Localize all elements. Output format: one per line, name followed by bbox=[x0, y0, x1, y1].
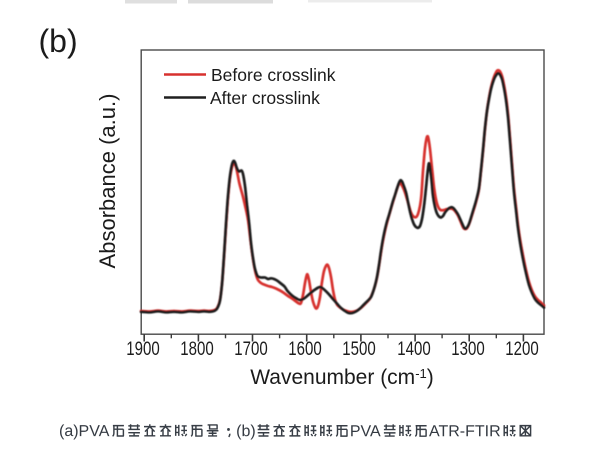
svg-text:(a)PVA: (a)PVA bbox=[59, 423, 110, 440]
svg-text:(b): (b) bbox=[236, 423, 256, 440]
svg-text:ATR-FTIR: ATR-FTIR bbox=[429, 423, 501, 440]
svg-text:PVA: PVA bbox=[350, 423, 381, 440]
